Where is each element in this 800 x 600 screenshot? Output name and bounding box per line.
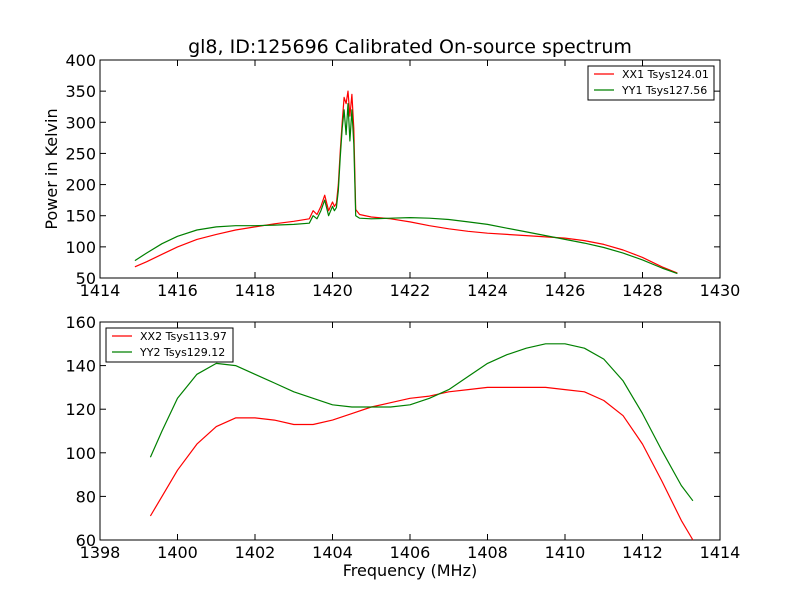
bottom-xtick-label: 1414 — [700, 543, 741, 562]
top-ytick-label: 350 — [65, 82, 96, 101]
top-plot-ticks: 1414 1416 1418 1420 1422 1424 1426 1428 1430 50 10… — [65, 51, 740, 300]
legend-label-xx1: XX1 Tsys124.01 — [622, 68, 709, 81]
top-ytick-label: 100 — [65, 238, 96, 257]
bottom-ytick-label: 60 — [76, 531, 96, 550]
top-xtick-label: 1416 — [157, 281, 198, 300]
top-ytick-label: 300 — [65, 113, 96, 132]
bottom-plot-series — [149, 343, 694, 541]
legend-label-yy1: YY1 Tsys127.56 — [621, 84, 707, 97]
bottom-plot-legend: XX2 Tsys113.97 YY2 Tsys129.12 — [105, 327, 234, 363]
bottom-plot: 1398 1400 1402 1404 1406 1408 1410 1412 1414 60 80… — [65, 313, 740, 580]
bottom-ytick-label: 120 — [65, 400, 96, 419]
top-xtick-label: 1418 — [235, 281, 276, 300]
bottom-plot-ticks: 1398 1400 1402 1404 1406 1408 1410 1412 1414 60 80… — [65, 313, 740, 562]
top-xtick-label: 1426 — [545, 281, 586, 300]
bottom-xtick-label: 1402 — [235, 543, 276, 562]
bottom-xtick-label: 1400 — [157, 543, 198, 562]
legend-label-xx2: XX2 Tsys113.97 — [140, 330, 227, 343]
chart-title: gl8, ID:125696 Calibrated On-source spec… — [188, 36, 632, 58]
top-legend-box — [587, 65, 715, 101]
bottom-series-line-1 — [149, 343, 694, 502]
top-plot: 1414 1416 1418 1420 1422 1424 1426 1428 1430 50 10… — [42, 51, 740, 300]
top-xtick-label: 1430 — [700, 281, 741, 300]
top-ytick-label: 400 — [65, 51, 96, 70]
bottom-ytick-label: 160 — [65, 313, 96, 332]
top-ytick-label: 200 — [65, 176, 96, 195]
bottom-ytick-label: 100 — [65, 444, 96, 463]
bottom-xtick-label: 1398 — [80, 543, 121, 562]
bottom-xtick-label: 1404 — [312, 543, 353, 562]
top-plot-legend: XX1 Tsys124.01 YY1 Tsys127.56 — [587, 65, 715, 101]
bottom-plot-xlabel: Frequency (MHz) — [343, 561, 477, 580]
bottom-xtick-label: 1406 — [390, 543, 431, 562]
bottom-xtick-label: 1408 — [467, 543, 508, 562]
top-ytick-label: 150 — [65, 207, 96, 226]
top-xtick-label: 1422 — [390, 281, 431, 300]
top-plot-series — [134, 90, 678, 275]
top-xtick-label: 1414 — [80, 281, 121, 300]
top-plot-ylabel: Power in Kelvin — [42, 108, 61, 229]
bottom-xtick-label: 1410 — [545, 543, 586, 562]
top-ytick-label: 50 — [76, 269, 96, 288]
top-xtick-label: 1428 — [622, 281, 663, 300]
top-series-line-1 — [134, 102, 678, 275]
top-ytick-label: 250 — [65, 144, 96, 163]
bottom-ytick-label: 140 — [65, 357, 96, 376]
bottom-series-line-0 — [149, 386, 694, 541]
bottom-legend-box — [105, 327, 234, 363]
bottom-xtick-label: 1412 — [622, 543, 663, 562]
legend-label-yy2: YY2 Tsys129.12 — [139, 346, 225, 359]
top-xtick-label: 1424 — [467, 281, 508, 300]
top-xtick-label: 1420 — [312, 281, 353, 300]
bottom-ytick-label: 80 — [76, 487, 96, 506]
